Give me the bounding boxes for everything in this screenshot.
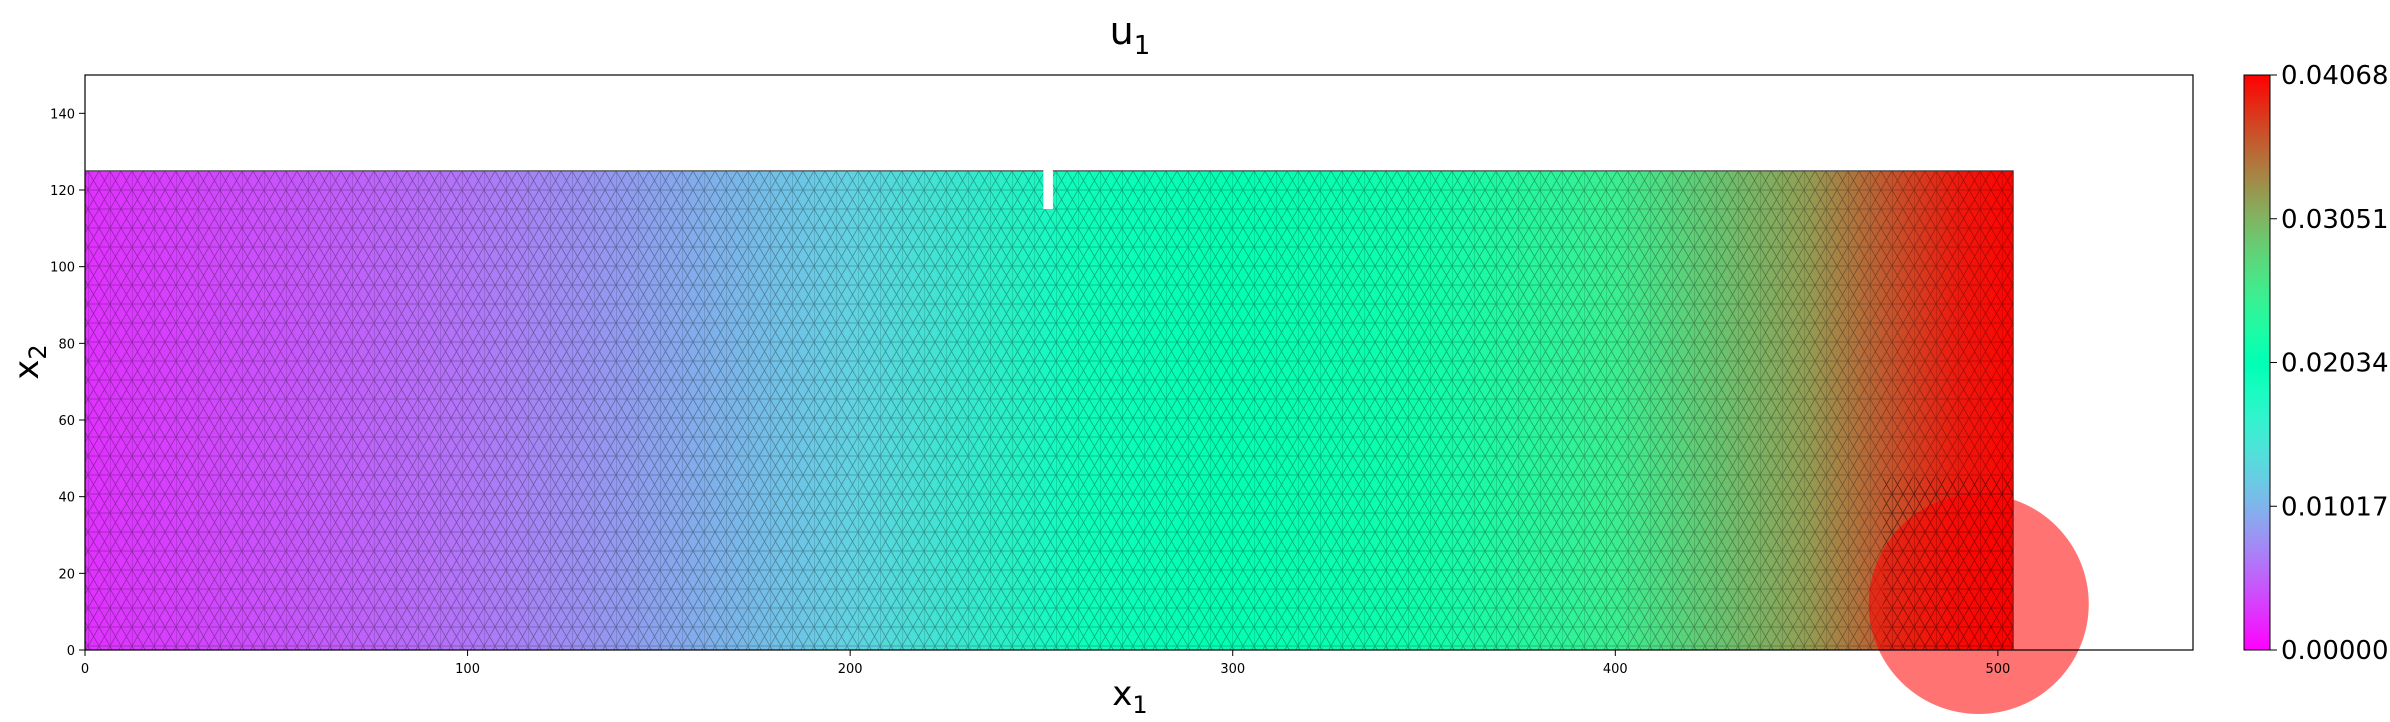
x-tick-label: 200 — [838, 662, 863, 677]
y-tick-label: 140 — [50, 107, 75, 122]
y-tick-label: 80 — [58, 337, 75, 352]
y-tick-label: 40 — [58, 491, 75, 506]
y-tick-label: 60 — [58, 414, 75, 429]
colorbar-tick-label: 0.00000 — [2281, 636, 2389, 666]
colorbar-fill — [2243, 74, 2271, 651]
y-tick-label: 20 — [58, 567, 75, 582]
x-tick-label: 0 — [81, 662, 89, 677]
colorbar-tick-label: 0.04068 — [2281, 61, 2389, 91]
y-tick-label: 0 — [67, 644, 75, 659]
y-tick-label: 100 — [50, 261, 75, 276]
y-axis-label: x2 — [7, 344, 52, 379]
x-axis-label: x1 — [1112, 674, 1147, 719]
colorbar-tick-label: 0.01017 — [2281, 492, 2389, 522]
plot-frame — [84, 74, 2194, 651]
colorbar-tick-label: 0.03051 — [2281, 205, 2389, 235]
mesh-lines — [85, 170, 2014, 651]
y-ticks: 0 20 40 60 80 100 120 140 — [50, 107, 85, 659]
colorbar-ticks: 0.00000 0.01017 0.02034 0.03051 0.04068 — [2270, 61, 2389, 666]
x-tick-label: 100 — [455, 662, 480, 677]
x-ticks: 0 100 200 300 400 500 — [81, 650, 2010, 677]
mesh-domain — [84, 169, 2089, 714]
mesh-lines-overlay — [1883, 477, 2014, 650]
colorbar-tick-label: 0.02034 — [2281, 349, 2389, 379]
chart-title: u1 — [1110, 9, 1151, 61]
x-tick-label: 400 — [1603, 662, 1628, 677]
x-tick-label: 300 — [1220, 662, 1245, 677]
colorbar: 0.00000 0.01017 0.02034 0.03051 0.04068 — [2243, 61, 2389, 666]
plot-area: 0 100 200 300 400 500 0 20 40 60 80 100 120 140 — [50, 74, 2194, 714]
y-tick-label: 120 — [50, 184, 75, 199]
x-tick-label: 500 — [1985, 662, 2010, 677]
notch-slit — [1043, 169, 1053, 210]
